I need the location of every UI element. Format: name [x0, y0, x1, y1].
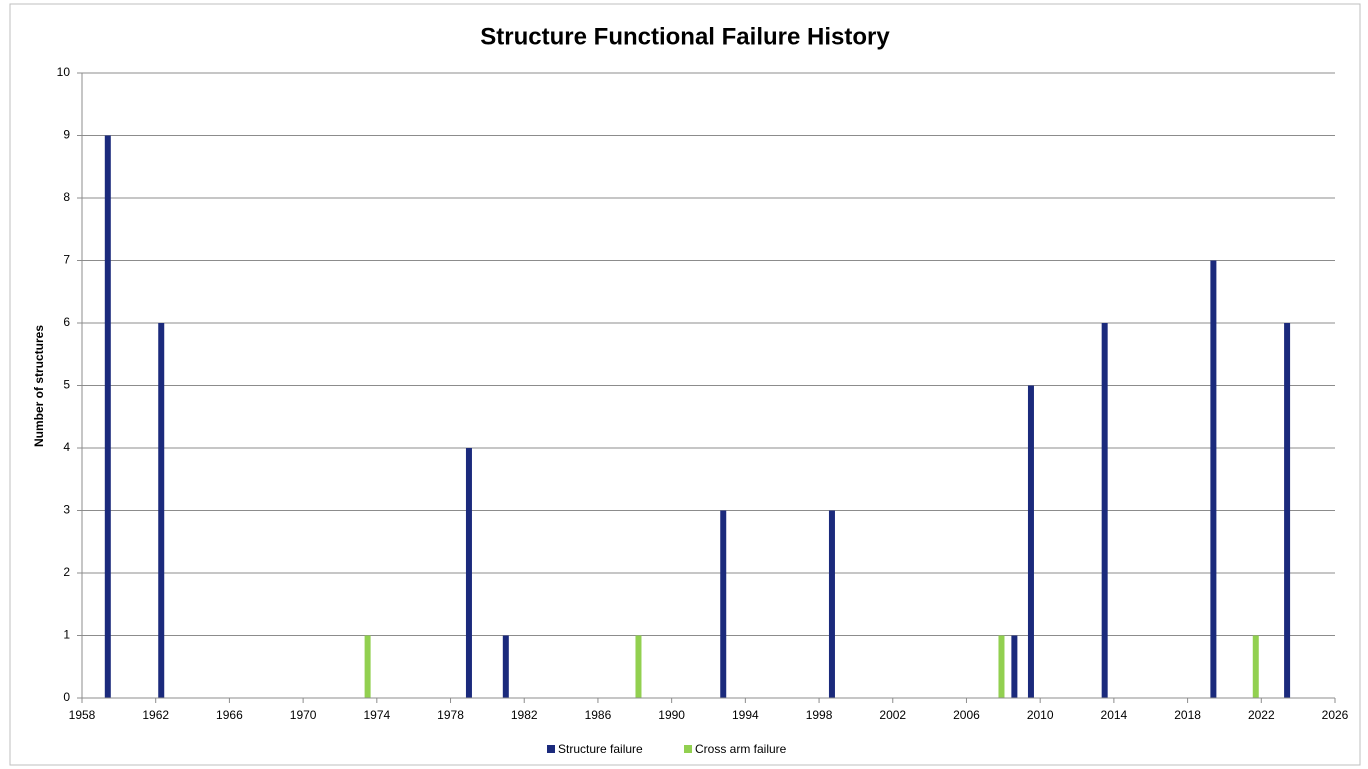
y-tick-label: 6 [63, 315, 70, 329]
bar [104, 135, 111, 698]
y-tick-label: 1 [63, 628, 70, 642]
x-tick-label: 1970 [290, 708, 317, 722]
x-tick-label: 2010 [1027, 708, 1054, 722]
bar [502, 635, 509, 698]
x-tick-label: 2026 [1322, 708, 1349, 722]
x-tick-label: 1966 [216, 708, 243, 722]
bar [364, 635, 371, 698]
x-tick-label: 2014 [1101, 708, 1128, 722]
legend-swatch [547, 745, 555, 753]
bar [1284, 323, 1291, 698]
y-tick-label: 10 [57, 65, 71, 79]
x-tick-label: 1962 [142, 708, 169, 722]
x-tick-label: 2002 [879, 708, 906, 722]
legend-label: Structure failure [558, 742, 643, 756]
legend-swatch [684, 745, 692, 753]
x-tick-label: 1974 [363, 708, 390, 722]
y-tick-label: 7 [63, 253, 70, 267]
y-tick-label: 0 [63, 690, 70, 704]
x-tick-label: 2006 [953, 708, 980, 722]
x-tick-label: 1982 [511, 708, 538, 722]
bar [1011, 635, 1018, 698]
bar [158, 323, 165, 698]
bar [998, 635, 1005, 698]
bar [828, 510, 835, 698]
bar [1252, 635, 1259, 698]
y-axis-label: Number of structures [32, 325, 46, 447]
bar [1210, 260, 1217, 698]
x-tick-label: 1958 [69, 708, 96, 722]
y-tick-label: 8 [63, 190, 70, 204]
y-tick-label: 2 [63, 565, 70, 579]
y-tick-label: 5 [63, 378, 70, 392]
bar [465, 448, 472, 698]
chart-frame [9, 3, 1361, 766]
bar [1027, 385, 1034, 698]
y-tick-label: 9 [63, 128, 70, 142]
chart-title: Structure Functional Failure History [480, 23, 890, 50]
legend-label: Cross arm failure [695, 742, 787, 756]
bar [635, 635, 642, 698]
x-tick-label: 1990 [658, 708, 685, 722]
x-tick-label: 1994 [732, 708, 759, 722]
x-tick-label: 1986 [585, 708, 612, 722]
bar [720, 510, 727, 698]
y-tick-label: 3 [63, 503, 70, 517]
x-tick-label: 1978 [437, 708, 464, 722]
x-tick-label: 1998 [806, 708, 833, 722]
bar [1101, 323, 1108, 698]
x-tick-label: 2018 [1174, 708, 1201, 722]
y-tick-label: 4 [63, 440, 70, 454]
x-tick-label: 2022 [1248, 708, 1275, 722]
